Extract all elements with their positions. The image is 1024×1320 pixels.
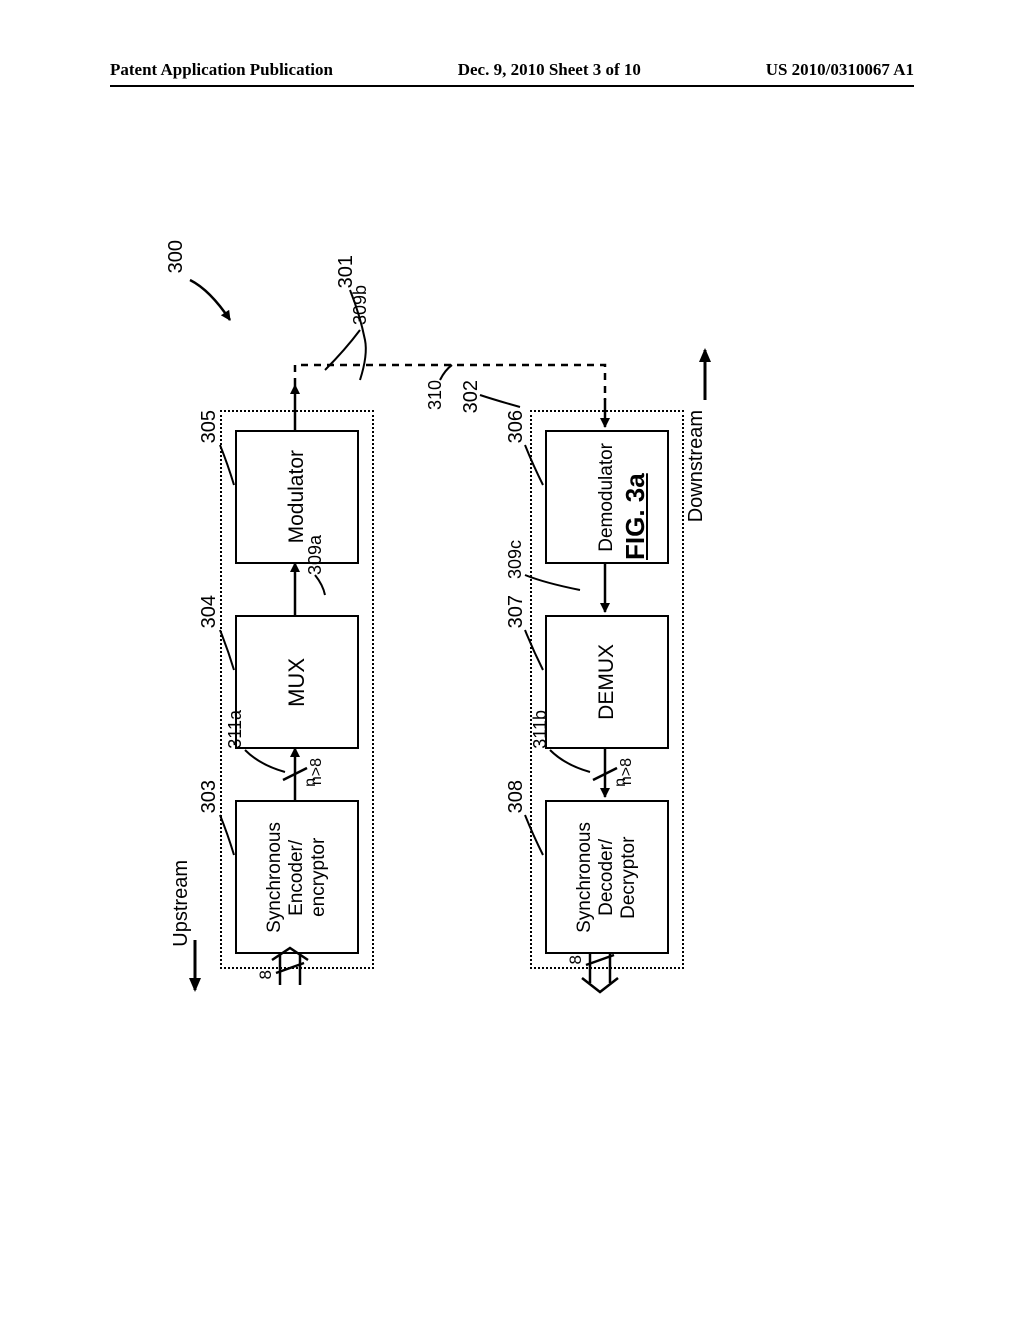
label-ngt8-1: n>8 bbox=[308, 758, 326, 785]
label-311b: 311b bbox=[530, 710, 551, 749]
label-309c: 309c bbox=[505, 540, 526, 579]
figure-label: FIG. 3a bbox=[620, 473, 651, 560]
decoder-text: Synchronous Decoder/ Decryptor bbox=[574, 822, 640, 933]
label-310: 310 bbox=[425, 380, 446, 410]
label-304: 304 bbox=[198, 595, 221, 628]
label-8-bot: 8 bbox=[566, 955, 586, 964]
header-center: Dec. 9, 2010 Sheet 3 of 10 bbox=[458, 60, 641, 80]
header-rule bbox=[110, 85, 914, 87]
label-306: 306 bbox=[505, 410, 528, 443]
demux-text: DEMUX bbox=[595, 644, 619, 720]
header-right: US 2010/0310067 A1 bbox=[766, 60, 914, 80]
label-downstream: Downstream bbox=[685, 410, 708, 522]
label-300: 300 bbox=[165, 240, 188, 273]
modulator-text: Modulator bbox=[285, 450, 309, 543]
mux-text: MUX bbox=[284, 658, 310, 707]
label-upstream: Upstream bbox=[170, 860, 193, 947]
label-308: 308 bbox=[505, 780, 528, 813]
label-303: 303 bbox=[198, 780, 221, 813]
encoder-text: Synchronous Encoder/ encryptor bbox=[264, 822, 330, 933]
label-301: 301 bbox=[335, 255, 358, 288]
block-modulator: Modulator bbox=[235, 430, 359, 564]
label-ngt8-2: n>8 bbox=[618, 758, 636, 785]
diagram: // adjust second dotted box position via… bbox=[180, 180, 740, 980]
label-309a: 309a bbox=[305, 535, 326, 575]
header-left: Patent Application Publication bbox=[110, 60, 333, 80]
block-decoder: Synchronous Decoder/ Decryptor bbox=[545, 800, 669, 954]
label-311a: 311a bbox=[225, 710, 246, 749]
label-309b: 309b bbox=[350, 285, 371, 325]
block-mux: MUX bbox=[235, 615, 359, 749]
label-307: 307 bbox=[505, 595, 528, 628]
page-header: Patent Application Publication Dec. 9, 2… bbox=[0, 60, 1024, 80]
block-demux: DEMUX bbox=[545, 615, 669, 749]
block-encoder: Synchronous Encoder/ encryptor bbox=[235, 800, 359, 954]
label-302: 302 bbox=[460, 380, 483, 413]
label-305: 305 bbox=[198, 410, 221, 443]
label-8-top: 8 bbox=[256, 970, 276, 979]
demodulator-text: Demodulator bbox=[596, 443, 618, 552]
